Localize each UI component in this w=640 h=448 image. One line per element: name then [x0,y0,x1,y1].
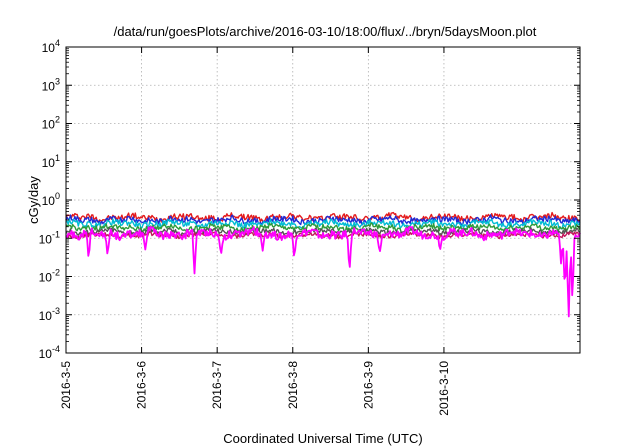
x-tick-label: 2016-3-8 [286,361,300,409]
y-tick-exponent: -2 [52,268,60,278]
y-tick-label: 10-1 [39,229,60,246]
x-axis-label: Coordinated Universal Time (UTC) [223,431,422,446]
x-tick-label: 2016-3-7 [210,361,224,409]
x-tick-labels: 2016-3-5 2016-3-6 2016-3-7 2016-3-8 2016-3-9… [59,361,451,416]
x-tick-label: 2016-3-10 [437,361,451,416]
y-tick-exponent: 1 [55,153,60,163]
chart-title: /data/run/goesPlots/archive/2016-03-10/1… [114,24,537,39]
y-tick-label: 104 [42,38,60,55]
y-tick-base: 10 [42,118,56,132]
series-line [65,225,581,318]
y-tick-exponent: 4 [55,38,60,48]
y-tick-label: 10-4 [39,344,60,361]
y-axis-label: cGy/day [26,176,41,224]
y-tick-label: 102 [42,115,60,132]
y-tick-base: 10 [42,79,56,93]
y-tick-exponent: -1 [52,229,60,239]
y-tick-label: 10-3 [39,306,60,323]
y-tick-base: 10 [39,309,53,323]
series-group [65,211,581,318]
y-tick-exponent: -3 [52,306,60,316]
y-tick-label: 103 [42,76,60,93]
y-tick-exponent: -4 [52,344,60,354]
x-tick-label: 2016-3-5 [59,361,73,409]
x-tick-label: 2016-3-6 [135,361,149,409]
y-tick-base: 10 [42,41,56,55]
y-tick-exponent: 2 [55,115,60,125]
x-tick-label: 2016-3-9 [361,361,375,409]
y-tick-base: 10 [42,156,56,170]
y-tick-exponent: 3 [55,76,60,86]
y-tick-label: 101 [42,153,60,170]
y-tick-label: 10-2 [39,268,60,285]
y-tick-base: 10 [39,271,53,285]
grid-lines [66,47,580,353]
y-tick-base: 10 [39,347,53,361]
series-line [65,218,581,230]
y-tick-base: 10 [39,232,53,246]
y-tick-label: 100 [42,191,60,208]
axis-ticks [65,46,580,354]
y-tick-exponent: 0 [55,191,60,201]
y-tick-base: 10 [42,194,56,208]
